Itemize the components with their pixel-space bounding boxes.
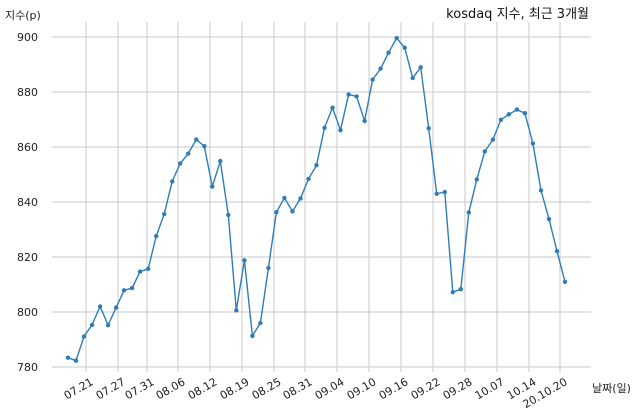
data-point <box>218 158 223 164</box>
data-point <box>266 265 271 271</box>
data-point <box>121 288 127 293</box>
data-point <box>194 137 199 142</box>
data-point <box>530 141 536 146</box>
data-point <box>522 111 528 116</box>
y-tick-label: 820 <box>17 251 38 264</box>
grid-lines <box>52 22 591 372</box>
x-tick-label: 08.31 <box>281 375 315 402</box>
data-point <box>170 179 175 184</box>
x-tick-label: 10.07 <box>473 375 507 402</box>
data-point <box>314 163 319 168</box>
x-tick-label: 07.21 <box>62 375 96 402</box>
data-point <box>466 210 471 215</box>
data-point <box>113 305 119 310</box>
data-point <box>186 151 191 156</box>
data-point <box>298 196 303 201</box>
x-tick-label: 09.28 <box>441 375 475 402</box>
data-point <box>506 112 512 117</box>
data-point <box>386 50 391 55</box>
x-tick-label: 09.22 <box>409 375 443 402</box>
data-point <box>258 320 263 326</box>
data-point <box>442 189 447 195</box>
y-tick-label: 860 <box>17 141 38 154</box>
data-point <box>290 209 295 214</box>
x-tick-labels: 07.2107.2707.3108.0608.1208.1908.2508.31… <box>62 375 570 411</box>
data-point <box>402 45 407 50</box>
data-point <box>242 258 247 263</box>
data-point <box>554 249 560 254</box>
data-point <box>73 358 79 363</box>
y-tick-label: 800 <box>17 306 38 319</box>
data-point <box>65 355 71 360</box>
x-tick-label: 09.10 <box>345 375 379 402</box>
data-point <box>458 287 463 292</box>
data-point <box>178 161 183 166</box>
data-point <box>162 211 167 217</box>
data-point <box>514 107 520 112</box>
data-point <box>426 126 431 131</box>
data-point <box>129 285 135 291</box>
data-point <box>97 304 103 309</box>
data-point <box>322 125 327 130</box>
data-point <box>226 212 231 218</box>
y-tick-label: 840 <box>17 196 38 209</box>
x-tick-label: 09.04 <box>313 375 347 402</box>
y-tick-label: 880 <box>17 86 38 99</box>
y-tick-label: 780 <box>17 361 38 374</box>
x-axis-label: 날짜(일) <box>592 381 631 395</box>
data-point <box>562 279 568 284</box>
chart-title: kosdaq 지수, 최근 3개월 <box>446 7 589 22</box>
data-point <box>306 176 311 182</box>
data-points <box>65 35 568 363</box>
data-point <box>210 184 215 189</box>
x-tick-label: 07.27 <box>94 375 128 402</box>
x-tick-label: 09.16 <box>377 375 411 402</box>
y-tick-labels: 780 800 820 840 860 880 900 <box>17 31 38 374</box>
data-point <box>378 66 383 71</box>
data-point <box>546 216 552 222</box>
data-point <box>370 77 375 82</box>
data-point <box>146 266 151 271</box>
data-point <box>346 92 351 97</box>
data-point <box>362 118 367 124</box>
data-point <box>450 290 455 295</box>
y-axis-label: 지수(p) <box>5 9 41 22</box>
data-point <box>137 269 143 274</box>
data-point <box>338 128 343 133</box>
x-tick-label: 08.12 <box>186 375 220 402</box>
data-point <box>330 105 335 110</box>
x-tick-label: 07.31 <box>123 375 157 402</box>
x-tick-label: 08.06 <box>154 375 188 402</box>
data-point <box>410 75 415 81</box>
data-point <box>490 137 496 142</box>
data-point <box>538 188 544 193</box>
x-tick-label: 08.25 <box>250 375 284 402</box>
data-point <box>105 323 111 328</box>
data-point <box>202 144 207 149</box>
data-point <box>89 322 95 328</box>
data-point <box>498 117 504 123</box>
x-tick-label: 08.19 <box>218 375 252 402</box>
data-point <box>474 177 479 182</box>
data-point <box>154 233 159 239</box>
data-point <box>394 35 399 41</box>
data-point <box>250 333 255 339</box>
data-point <box>282 195 287 201</box>
y-tick-label: 900 <box>17 31 38 44</box>
data-point <box>434 191 439 196</box>
data-point <box>274 210 279 215</box>
data-point <box>234 308 239 313</box>
data-point <box>482 149 487 154</box>
data-point <box>81 334 87 339</box>
data-point <box>418 65 423 70</box>
data-point <box>354 94 359 99</box>
